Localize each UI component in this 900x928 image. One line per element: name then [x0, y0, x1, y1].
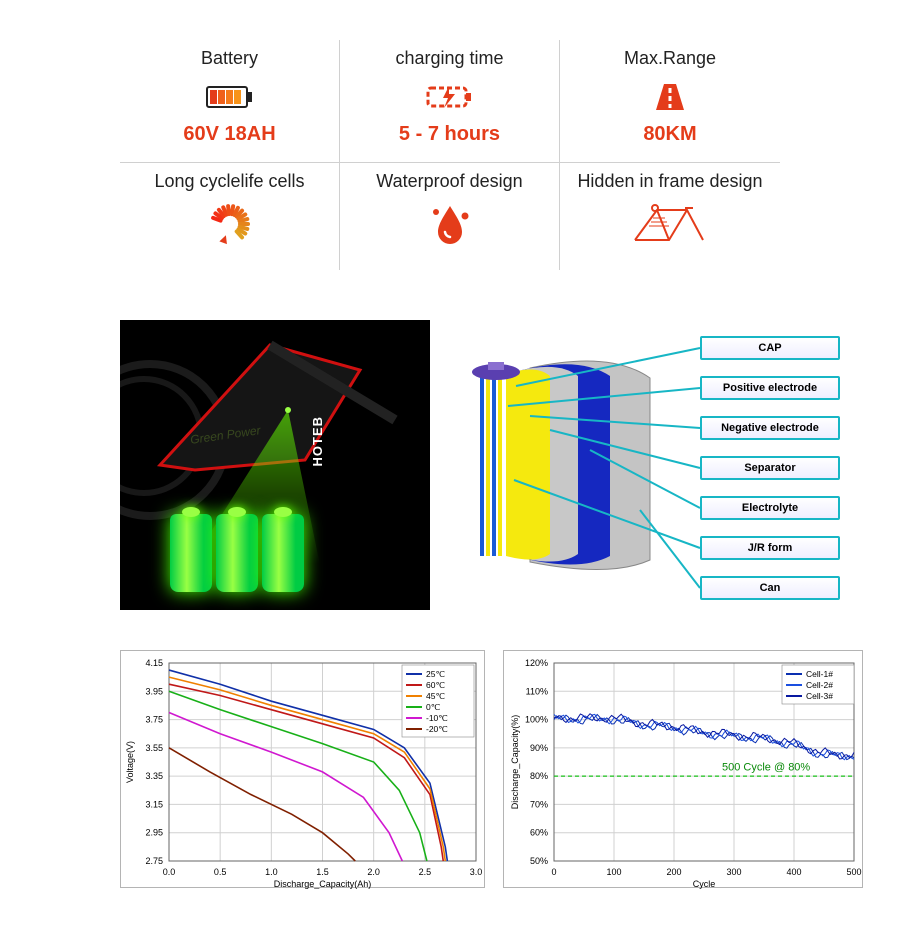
- spec-hidden-frame: Hidden in frame design: [560, 162, 780, 270]
- cycle-icon: [120, 202, 339, 246]
- svg-text:1.0: 1.0: [265, 867, 278, 877]
- svg-text:50%: 50%: [530, 856, 548, 866]
- bike-frame-photo: HOTEB Green Power: [120, 320, 430, 610]
- svg-text:2.5: 2.5: [419, 867, 432, 877]
- svg-text:Discharge_Capacity(Ah): Discharge_Capacity(Ah): [274, 879, 372, 889]
- svg-text:Cell-1#: Cell-1#: [806, 669, 833, 679]
- spec-title: Hidden in frame design: [560, 171, 780, 192]
- charge-icon: [340, 79, 559, 115]
- svg-text:3.15: 3.15: [145, 799, 163, 809]
- svg-text:25℃: 25℃: [426, 669, 445, 679]
- spec-grid: Battery 60V 18AH charging time 5 - 7 hou…: [120, 40, 780, 270]
- spec-title: Battery: [120, 48, 339, 69]
- frame-brand-label: HOTEB: [310, 416, 325, 467]
- svg-text:70%: 70%: [530, 799, 548, 809]
- battery-icon: [120, 79, 339, 115]
- svg-text:2.75: 2.75: [145, 856, 163, 866]
- cell-layer-label: J/R form: [700, 536, 840, 560]
- svg-text:60℃: 60℃: [426, 680, 445, 690]
- frame-triangle-icon: [155, 340, 415, 510]
- svg-text:1.5: 1.5: [316, 867, 329, 877]
- spec-charging: charging time 5 - 7 hours: [340, 40, 560, 162]
- spec-battery: Battery 60V 18AH: [120, 40, 340, 162]
- svg-text:Cell-2#: Cell-2#: [806, 680, 833, 690]
- svg-text:45℃: 45℃: [426, 691, 445, 701]
- svg-text:3.0: 3.0: [470, 867, 483, 877]
- spec-value: 5 - 7 hours: [340, 123, 559, 146]
- frame-icon: [560, 202, 780, 246]
- cell-layer-label: CAP: [700, 336, 840, 360]
- cell-layer-label: Positive electrode: [700, 376, 840, 400]
- svg-text:500: 500: [846, 867, 861, 877]
- spec-title: Max.Range: [560, 48, 780, 69]
- cell-layer-label: Can: [700, 576, 840, 600]
- svg-text:2.95: 2.95: [145, 828, 163, 838]
- spec-waterproof: Waterproof design: [340, 162, 560, 270]
- svg-text:3.55: 3.55: [145, 743, 163, 753]
- spec-range: Max.Range 80KM: [560, 40, 780, 162]
- svg-text:Cycle: Cycle: [693, 879, 716, 889]
- charts-row: 0.0 0.5 1.0 1.5 2.0 2.5 3.0 2.75 2.95 3.15 3.35 3.5…: [0, 640, 900, 928]
- svg-text:4.15: 4.15: [145, 658, 163, 668]
- svg-text:3.95: 3.95: [145, 686, 163, 696]
- svg-text:90%: 90%: [530, 743, 548, 753]
- svg-text:-10℃: -10℃: [426, 713, 448, 723]
- svg-text:-20℃: -20℃: [426, 724, 448, 734]
- svg-text:80%: 80%: [530, 771, 548, 781]
- svg-text:0.5: 0.5: [214, 867, 227, 877]
- spec-title: charging time: [340, 48, 559, 69]
- discharge-chart: 0.0 0.5 1.0 1.5 2.0 2.5 3.0 2.75 2.95 3.15 3.35 3.5…: [120, 650, 485, 888]
- svg-text:60%: 60%: [530, 828, 548, 838]
- svg-text:0: 0: [551, 867, 556, 877]
- svg-text:400: 400: [786, 867, 801, 877]
- svg-text:200: 200: [666, 867, 681, 877]
- waterproof-icon: [340, 202, 559, 246]
- spec-value: 60V 18AH: [120, 123, 339, 146]
- svg-text:120%: 120%: [525, 658, 548, 668]
- road-icon: [560, 79, 780, 115]
- spec-cyclelife: Long cyclelife cells: [120, 162, 340, 270]
- svg-text:110%: 110%: [526, 686, 548, 696]
- cell-layer-label: Negative electrode: [700, 416, 840, 440]
- middle-row: HOTEB Green Power CAPPosit: [0, 300, 900, 640]
- svg-text:100: 100: [606, 867, 621, 877]
- svg-text:Cell-3#: Cell-3#: [806, 691, 833, 701]
- cell-structure-diagram: CAP Positive electrode Negative electrode S…: [460, 320, 840, 610]
- svg-text:3.75: 3.75: [145, 715, 163, 725]
- svg-text:100%: 100%: [525, 715, 548, 725]
- battery-cells-icon: [170, 514, 304, 592]
- cell-layer-label: Electrolyte: [700, 496, 840, 520]
- svg-text:3.35: 3.35: [145, 771, 163, 781]
- spec-title: Waterproof design: [340, 171, 559, 192]
- svg-text:500 Cycle @ 80%: 500 Cycle @ 80%: [722, 761, 810, 773]
- spec-value: 80KM: [560, 123, 780, 146]
- cycle-chart: 0 100 200 300 400 500 50% 60% 70% 80% 90% 100% 110% 1…: [503, 650, 863, 888]
- svg-text:0.0: 0.0: [163, 867, 176, 877]
- svg-text:300: 300: [726, 867, 741, 877]
- svg-text:0℃: 0℃: [426, 702, 441, 712]
- svg-text:2.0: 2.0: [367, 867, 380, 877]
- spec-title: Long cyclelife cells: [120, 171, 339, 192]
- cell-layer-label: Separator: [700, 456, 840, 480]
- svg-text:Voltage(V): Voltage(V): [125, 741, 135, 783]
- svg-text:Discharge_Capacity(%): Discharge_Capacity(%): [510, 715, 520, 810]
